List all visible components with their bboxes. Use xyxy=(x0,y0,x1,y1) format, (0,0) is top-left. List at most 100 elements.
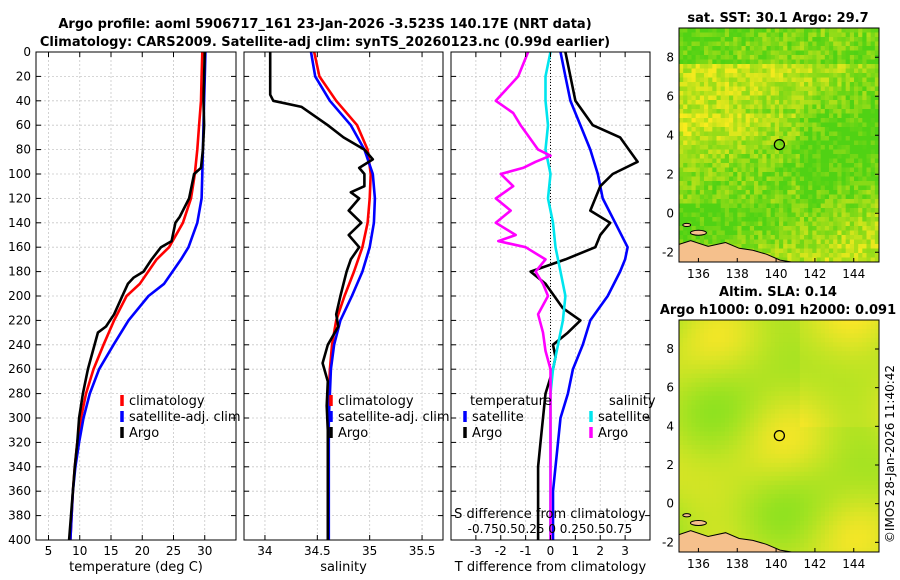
heatmap-cell xyxy=(749,82,755,87)
heatmap-cell xyxy=(737,145,742,150)
heatmap-cell xyxy=(849,118,855,123)
heatmap-cell xyxy=(804,185,809,191)
heatmap-cell xyxy=(691,199,697,204)
heatmap-cell xyxy=(741,163,747,168)
heatmap-cell xyxy=(754,382,759,388)
heatmap-cell xyxy=(783,190,788,195)
heatmap-cell xyxy=(837,68,842,74)
heatmap-cell xyxy=(704,235,709,240)
heatmap-cell xyxy=(741,118,747,123)
heatmap-cell xyxy=(804,230,809,236)
heatmap-cell xyxy=(745,104,751,110)
heatmap-cell xyxy=(749,467,755,473)
heatmap-cell xyxy=(849,239,855,245)
heatmap-cell xyxy=(845,176,851,182)
heatmap-cell xyxy=(749,391,755,397)
heatmap-cell xyxy=(716,167,722,173)
heatmap-cell xyxy=(845,100,851,105)
heatmap-cell xyxy=(720,95,726,101)
heatmap-cell xyxy=(687,176,692,182)
heatmap-cell xyxy=(716,181,722,186)
heatmap-cell xyxy=(712,217,717,222)
heatmap-cell xyxy=(758,418,763,424)
heatmap-cell xyxy=(737,378,742,383)
heatmap-cell xyxy=(866,480,872,486)
heatmap-cell xyxy=(837,333,842,339)
heatmap-cell xyxy=(841,400,847,406)
heatmap-cell xyxy=(845,181,851,186)
heatmap-cell xyxy=(874,400,880,406)
heatmap-cell xyxy=(837,382,842,388)
heatmap-cell xyxy=(833,172,838,177)
heatmap-cell xyxy=(704,176,709,182)
heatmap-cell xyxy=(758,364,763,370)
heatmap-cell xyxy=(741,440,747,446)
heatmap-cell xyxy=(808,158,813,164)
heatmap-cell xyxy=(799,82,805,87)
heatmap-cell xyxy=(749,127,755,132)
heatmap-cell xyxy=(720,324,726,330)
heatmap-cell xyxy=(695,337,701,343)
heatmap-cell xyxy=(870,436,876,441)
heatmap-cell xyxy=(729,516,734,522)
heatmap-cell xyxy=(699,440,705,446)
heatmap-cell xyxy=(820,59,826,65)
heatmap-cell xyxy=(837,154,842,159)
heatmap-cell xyxy=(762,369,767,374)
heatmap-cell xyxy=(754,507,759,513)
heatmap-cell xyxy=(862,440,867,446)
heatmap-cell xyxy=(691,462,697,468)
heatmap-cell xyxy=(812,163,817,168)
heatmap-cell xyxy=(862,59,867,65)
heatmap-cell xyxy=(766,449,772,455)
heatmap-cell xyxy=(812,239,817,245)
heatmap-cell xyxy=(845,239,851,245)
heatmap-cell xyxy=(812,253,817,258)
heatmap-cell xyxy=(733,498,738,504)
heatmap-cell xyxy=(749,494,755,499)
heatmap-cell xyxy=(766,73,772,78)
heatmap-cell xyxy=(833,471,838,477)
heatmap-cell xyxy=(808,95,813,101)
heatmap-cell xyxy=(762,131,767,137)
heatmap-cell xyxy=(799,226,805,231)
heatmap-cell xyxy=(812,404,817,410)
heatmap-cell xyxy=(870,378,876,383)
heatmap-cell xyxy=(824,118,830,123)
heatmap-cell xyxy=(862,50,867,56)
heatmap-cell xyxy=(766,427,772,432)
heatmap-cell xyxy=(695,217,701,222)
heatmap-cell xyxy=(812,511,817,517)
heatmap-cell xyxy=(783,104,788,110)
heatmap-cell xyxy=(816,427,822,432)
heatmap-cell xyxy=(779,28,784,33)
heatmap-cell xyxy=(733,158,738,164)
heatmap-cell xyxy=(754,194,759,200)
heatmap-cell xyxy=(758,190,763,195)
heatmap-cell xyxy=(745,462,751,468)
heatmap-cell xyxy=(679,351,684,357)
heatmap-cell xyxy=(774,320,780,325)
heatmap-cell xyxy=(833,100,838,105)
heatmap-cell xyxy=(820,82,826,87)
heatmap-cell xyxy=(866,208,872,213)
heatmap-cell xyxy=(687,235,692,240)
heatmap-cell xyxy=(870,190,876,195)
heatmap-cell xyxy=(795,342,801,348)
series-line-argo xyxy=(268,52,375,540)
heatmap-cell xyxy=(754,109,759,114)
heatmap-cell xyxy=(733,118,738,123)
heatmap-cell xyxy=(679,458,684,464)
heatmap-cell xyxy=(808,378,813,383)
heatmap-cell xyxy=(704,59,709,65)
heatmap-cell xyxy=(691,373,697,379)
heatmap-cell xyxy=(741,391,747,397)
heatmap-cell xyxy=(820,436,826,441)
heatmap-cell xyxy=(854,104,859,110)
heatmap-cell xyxy=(691,158,697,164)
heatmap-cell xyxy=(804,337,809,343)
heatmap-cell xyxy=(845,422,851,428)
heatmap-cell xyxy=(820,373,826,379)
heatmap-cell xyxy=(695,346,701,352)
heatmap-cell xyxy=(745,382,751,388)
